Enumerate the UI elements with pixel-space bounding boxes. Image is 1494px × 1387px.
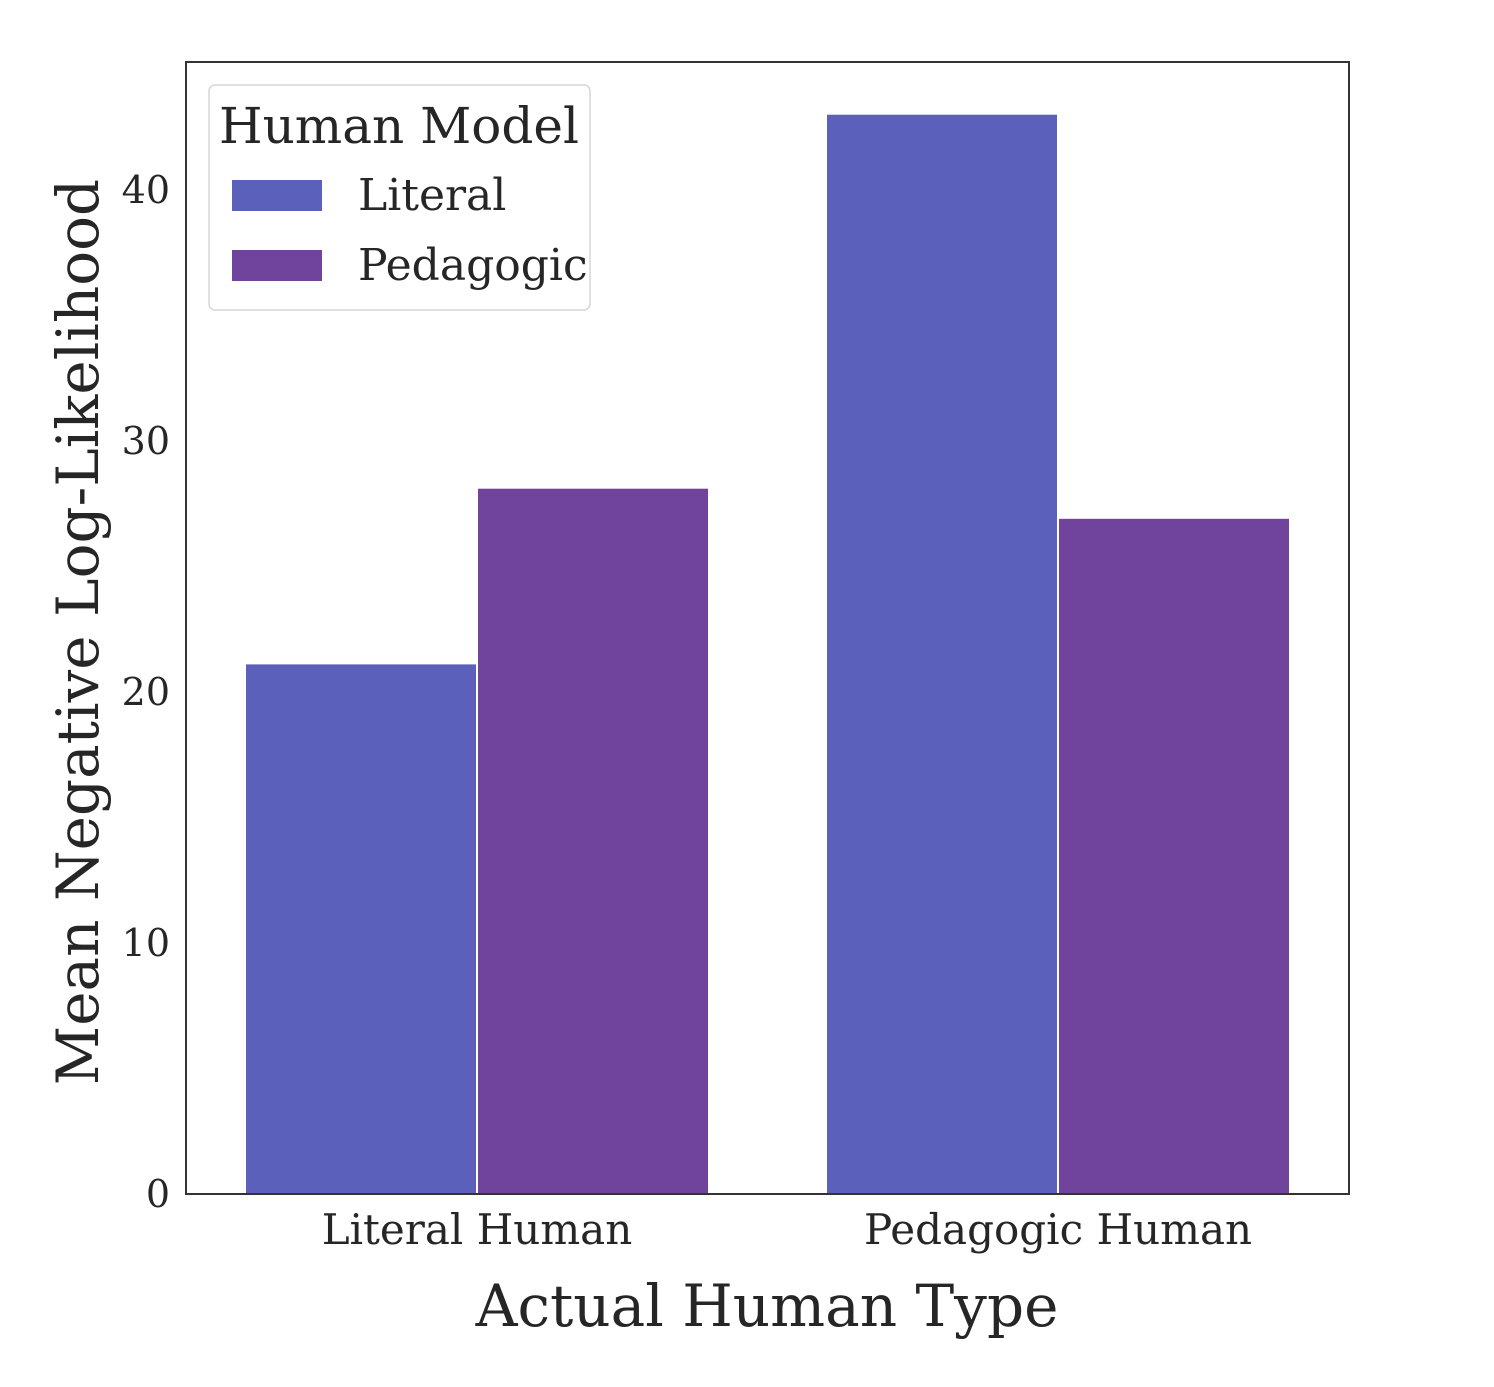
x-axis-title: Actual Human Type — [475, 1272, 1059, 1340]
bar-pedagogic-literal-human — [478, 488, 708, 1194]
bar-literal-pedagogic-human — [827, 114, 1057, 1195]
bar-pedagogic-pedagogic-human — [1059, 518, 1289, 1194]
legend-swatch-pedagogic — [232, 250, 322, 281]
x-axis-ticks: Literal Human Pedagogic Human — [322, 1205, 1252, 1254]
bar-literal-literal-human — [246, 664, 476, 1194]
legend-label-literal: Literal — [358, 170, 506, 221]
y-axis-ticks: 0 10 20 30 40 — [122, 168, 170, 1216]
legend-title: Human Model — [219, 97, 579, 155]
x-tick-label: Pedagogic Human — [864, 1205, 1252, 1254]
y-axis-title: Mean Negative Log-Likelihood — [44, 179, 112, 1085]
plot-frame — [185, 61, 1350, 1195]
legend-label-pedagogic: Pedagogic — [358, 240, 588, 291]
legend: Human Model Literal Pedagogic — [208, 84, 591, 311]
y-tick-label: 0 — [146, 1172, 170, 1216]
bars-layer — [246, 114, 1289, 1195]
legend-swatch-literal — [232, 180, 322, 211]
y-tick-label: 30 — [122, 419, 170, 463]
legend-items: Literal Pedagogic — [232, 170, 588, 291]
y-tick-label: 40 — [122, 168, 170, 212]
y-tick-label: 10 — [122, 921, 170, 965]
y-tick-label: 20 — [122, 670, 170, 714]
x-tick-label: Literal Human — [322, 1205, 633, 1254]
